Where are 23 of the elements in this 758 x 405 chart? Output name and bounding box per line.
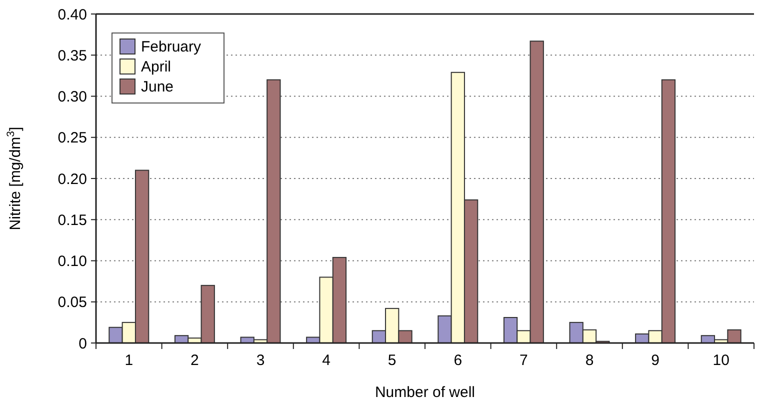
legend-label: June — [141, 78, 174, 96]
x-tick-label: 9 — [651, 352, 660, 369]
x-tick-label: 7 — [520, 352, 528, 369]
y-tick-label: 0.10 — [58, 253, 87, 270]
y-tick-label: 0.20 — [58, 170, 87, 188]
x-tick-label: 5 — [388, 352, 396, 369]
legend-label: February — [141, 38, 202, 56]
legend-label: April — [141, 58, 172, 76]
x-axis-title: Number of well — [374, 384, 476, 401]
x-tick-label: 6 — [454, 352, 462, 369]
y-tick-label: 0.35 — [58, 47, 87, 64]
y-tick-label: 0.40 — [58, 6, 87, 24]
x-tick-label: 1 — [124, 352, 134, 369]
x-tick-label: 3 — [256, 352, 265, 369]
x-tick-label: 10 — [712, 352, 730, 369]
y-tick-label: 0.25 — [58, 130, 87, 147]
x-tick-label: 8 — [585, 352, 594, 369]
x-tick-label: 4 — [322, 352, 330, 369]
y-tick-label: 0.05 — [58, 294, 87, 312]
x-tick-label: 2 — [190, 352, 199, 369]
y-tick-label: 0.15 — [58, 212, 87, 229]
y-tick-label: 0.30 — [58, 88, 87, 106]
y-tick-label: 0 — [78, 335, 87, 352]
